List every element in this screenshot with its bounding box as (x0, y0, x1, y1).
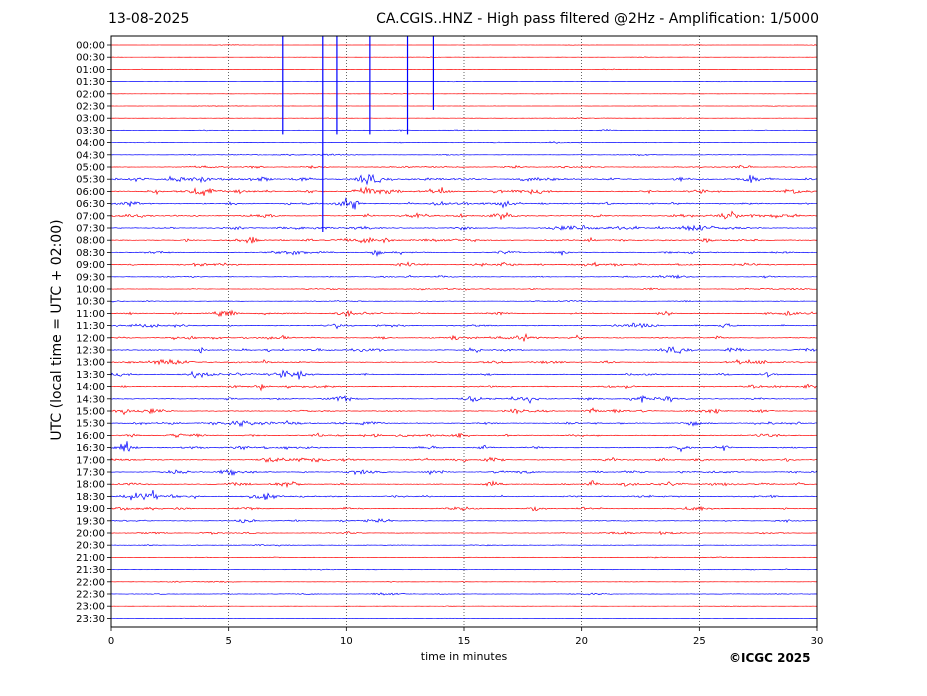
trace-0300 (110, 117, 818, 119)
trace-0500 (110, 164, 818, 170)
y-tick-label: 12:30 (76, 346, 105, 357)
y-tick-label: 21:30 (76, 565, 105, 576)
y-tick-label: 22:30 (76, 590, 105, 601)
y-tick-label: 04:30 (76, 150, 105, 161)
y-tick-label: 06:30 (76, 199, 105, 210)
trace-0700 (110, 210, 818, 220)
y-tick-label: 03:30 (76, 126, 105, 137)
y-tick-label: 19:30 (76, 516, 105, 527)
y-tick-label: 08:30 (76, 248, 105, 259)
y-tick-label: 07:30 (76, 224, 105, 235)
trace-0430 (110, 153, 818, 157)
y-tick-label: 03:00 (76, 114, 105, 125)
chart-title: CA.CGIS..HNZ - High pass filtered @2Hz -… (376, 11, 819, 27)
x-tick-label: 15 (458, 636, 471, 647)
y-tick-label: 17:00 (76, 455, 105, 466)
x-tick-label: 20 (575, 636, 588, 647)
trace-2130 (110, 568, 818, 571)
y-tick-label: 12:00 (76, 333, 105, 344)
y-tick-label: 20:00 (76, 529, 105, 540)
y-tick-label: 01:00 (76, 65, 105, 76)
y-tick-label: 05:00 (76, 163, 105, 174)
y-tick-label: 10:30 (76, 297, 105, 308)
plot-frame (110, 35, 818, 628)
x-tick-label: 0 (108, 636, 114, 647)
y-tick-label: 08:00 (76, 236, 105, 247)
y-tick-label: 02:30 (76, 102, 105, 113)
y-tick-label: 02:00 (76, 89, 105, 100)
trace-0730 (110, 224, 818, 232)
x-tick-label: 10 (340, 636, 353, 647)
y-tick-label: 18:30 (76, 492, 105, 503)
y-tick-label: 19:00 (76, 504, 105, 515)
trace-1100 (110, 309, 818, 318)
y-tick-label: 05:30 (76, 175, 105, 186)
y-tick-label: 18:00 (76, 480, 105, 491)
y-tick-label: 00:30 (76, 53, 105, 64)
trace-1930 (110, 518, 818, 524)
copyright-label: ©ICGC 2025 (729, 651, 811, 665)
y-tick-label: 16:00 (76, 431, 105, 442)
y-tick-label: 23:30 (76, 614, 105, 625)
y-tick-label: 09:00 (76, 260, 105, 271)
y-tick-label: 01:30 (76, 77, 105, 88)
trace-2100 (110, 556, 818, 559)
y-tick-label: 06:00 (76, 187, 105, 198)
y-tick-label: 10:00 (76, 285, 105, 296)
y-axis-label: UTC (local time = UTC + 02:00) (49, 219, 65, 441)
y-tick-label: 09:30 (76, 272, 105, 283)
x-tick-label: 5 (225, 636, 231, 647)
y-tick-label: 13:00 (76, 358, 105, 369)
trace-1230 (110, 346, 818, 354)
y-tick-label: 00:00 (76, 41, 105, 52)
y-tick-label: 13:30 (76, 370, 105, 381)
y-tick-label: 17:30 (76, 468, 105, 479)
trace-1500 (110, 407, 818, 416)
trace-0830 (110, 249, 818, 257)
y-tick-label: 07:00 (76, 211, 105, 222)
trace-1200 (110, 333, 818, 342)
y-tick-label: 16:30 (76, 443, 105, 454)
trace-0530 (110, 173, 818, 186)
date-label: 13-08-2025 (108, 11, 190, 27)
y-tick-label: 14:30 (76, 394, 105, 405)
trace-2000 (110, 530, 818, 536)
trace-0000 (110, 44, 818, 46)
trace-0400 (110, 141, 818, 144)
x-axis-label: time in minutes (420, 650, 508, 663)
y-tick-label: 15:30 (76, 419, 105, 430)
trace-2230 (110, 592, 818, 596)
y-tick-label: 21:00 (76, 553, 105, 564)
trace-2030 (110, 544, 818, 547)
y-tick-label: 15:00 (76, 407, 105, 418)
y-tick-label: 11:00 (76, 309, 105, 320)
y-tick-label: 23:00 (76, 602, 105, 613)
trace-0330 (110, 128, 818, 132)
y-tick-label: 04:00 (76, 138, 105, 149)
y-tick-label: 20:30 (76, 541, 105, 552)
x-tick-label: 25 (693, 636, 706, 647)
trace-1400 (110, 383, 818, 392)
trace-1300 (110, 358, 818, 366)
trace-1830 (110, 489, 818, 501)
trace-0600 (110, 186, 818, 196)
trace-1030 (110, 300, 818, 303)
x-tick-label: 30 (811, 636, 824, 647)
y-tick-label: 14:00 (76, 382, 105, 393)
y-tick-label: 11:30 (76, 321, 105, 332)
trace-1130 (110, 322, 818, 330)
y-tick-label: 22:00 (76, 577, 105, 588)
trace-1630 (110, 441, 818, 453)
